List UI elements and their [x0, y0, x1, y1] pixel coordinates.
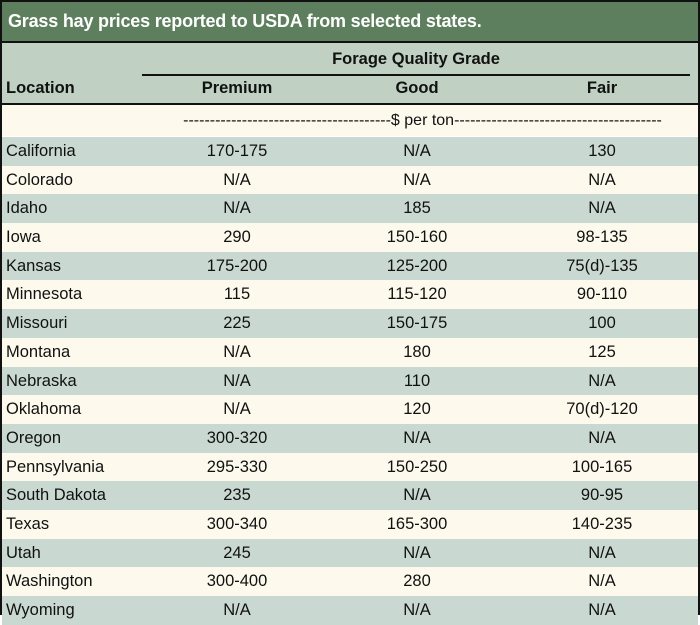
cell-fair: N/A [588, 170, 616, 189]
cell-location: Pennsylvania [6, 457, 105, 476]
cell-premium: 170-175 [206, 142, 268, 160]
table-row: Oregon 300-320 N/A N/A [2, 423, 698, 453]
cell-good: 150-160 [386, 228, 448, 247]
table-row: Oklahoma N/A 120 70(d)-120 [2, 395, 698, 424]
cell-fair: 75(d)-135 [566, 256, 638, 275]
cell-location: Utah [6, 543, 41, 562]
cell-fair: 130 [588, 142, 616, 160]
cell-fair: 98-135 [576, 228, 628, 247]
cell-good: 115-120 [387, 285, 447, 304]
cell-premium: 300-320 [206, 428, 268, 447]
cell-location: Nebraska [6, 371, 77, 390]
cell-location: Kansas [6, 256, 62, 275]
cell-premium: 225 [223, 314, 251, 333]
cell-good: N/A [403, 601, 431, 619]
cell-location: Washington [6, 572, 93, 591]
cell-location: Texas [6, 514, 50, 533]
cell-good: 150-250 [386, 457, 448, 476]
table-row: California 170-175 N/A 130 [2, 137, 698, 166]
cell-good: 120 [403, 400, 431, 419]
column-header-location: Location [6, 79, 75, 97]
cell-premium: N/A [223, 371, 251, 390]
cell-location: Missouri [6, 314, 68, 333]
cell-premium: 235 [223, 486, 251, 505]
cell-location: Montana [6, 342, 71, 361]
cell-good: 150-175 [386, 314, 448, 333]
table-row: Wyoming N/A N/A N/A [2, 596, 698, 625]
cell-fair: N/A [588, 371, 616, 390]
cell-location: Idaho [6, 199, 48, 218]
column-header-fair: Fair [586, 79, 618, 97]
cell-fair: 140-235 [571, 514, 633, 533]
cell-good: 185 [403, 199, 431, 218]
cell-premium: N/A [223, 199, 251, 218]
table-body: California 170-175 N/A 130 Colorado N/A N/A N/A… [2, 136, 698, 625]
table-row: Montana N/A 180 125 [2, 337, 698, 367]
units-label: ---------------------------------------$… [183, 112, 662, 129]
column-header-premium: Premium [201, 79, 273, 97]
cell-good: N/A [403, 543, 431, 562]
table-row: Washington 300-400 280 N/A [2, 567, 698, 596]
cell-location: Oklahoma [6, 400, 82, 419]
cell-good: 165-300 [386, 514, 448, 533]
cell-premium: N/A [223, 601, 251, 619]
column-header-good: Good [395, 79, 439, 97]
table-row: Utah 245 N/A N/A [2, 538, 698, 568]
cell-fair: 90-95 [580, 486, 624, 505]
cell-fair: 100 [588, 314, 616, 333]
cell-location: Oregon [6, 428, 62, 447]
cell-location: Wyoming [6, 601, 75, 619]
cell-good: 180 [403, 342, 431, 361]
forage-quality-grade-label: Forage Quality Grade [332, 50, 500, 68]
cell-fair: 125 [588, 342, 616, 361]
table-row: Missouri 225 150-175 100 [2, 309, 698, 338]
units-row: ---------------------------------------$… [2, 105, 698, 136]
cell-fair: N/A [588, 572, 616, 591]
cell-good: 110 [403, 371, 431, 390]
table-row: Minnesota 115 115-120 90-110 [2, 280, 698, 310]
table-row: Texas 300-340 165-300 140-235 [2, 509, 698, 539]
cell-good: 125-200 [386, 256, 448, 275]
cell-location: Iowa [6, 228, 41, 247]
cell-premium: N/A [223, 342, 251, 361]
group-underline [142, 74, 690, 76]
cell-location: Colorado [6, 170, 73, 189]
table-row: Kansas 175-200 125-200 75(d)-135 [2, 251, 698, 281]
cell-premium: 290 [223, 228, 251, 247]
table-row: Pennsylvania 295-330 150-250 100-165 [2, 452, 698, 482]
cell-location: California [6, 142, 76, 160]
cell-good: N/A [403, 486, 431, 505]
cell-fair: N/A [588, 199, 616, 218]
cell-good: 280 [403, 572, 431, 591]
table-row: Idaho N/A 185 N/A [2, 194, 698, 224]
cell-premium: 175-200 [206, 256, 268, 275]
cell-premium: 295-330 [206, 457, 268, 476]
cell-location: Minnesota [6, 285, 83, 304]
table-header: Forage Quality Grade Location Premium Go… [2, 43, 698, 105]
cell-fair: 90-110 [576, 285, 628, 304]
table-title: Grass hay prices reported to USDA from s… [2, 2, 698, 43]
cell-premium: N/A [223, 170, 251, 189]
cell-premium: 115 [223, 285, 251, 304]
cell-fair: 70(d)-120 [566, 400, 638, 419]
cell-good: N/A [403, 170, 431, 189]
table-row: Nebraska N/A 110 N/A [2, 366, 698, 396]
table-row: Colorado N/A N/A N/A [2, 165, 698, 195]
cell-premium: 300-400 [206, 572, 268, 591]
cell-fair: N/A [588, 601, 616, 619]
cell-fair: 100-165 [571, 457, 633, 476]
cell-premium: 300-340 [206, 514, 268, 533]
cell-good: N/A [403, 428, 431, 447]
table-row: Iowa 290 150-160 98-135 [2, 223, 698, 252]
table-row: South Dakota 235 N/A 90-95 [2, 481, 698, 510]
cell-location: South Dakota [6, 486, 106, 505]
cell-fair: N/A [588, 428, 616, 447]
cell-premium: 245 [223, 543, 251, 562]
cell-good: N/A [403, 142, 431, 160]
cell-fair: N/A [588, 543, 616, 562]
cell-premium: N/A [223, 400, 251, 419]
